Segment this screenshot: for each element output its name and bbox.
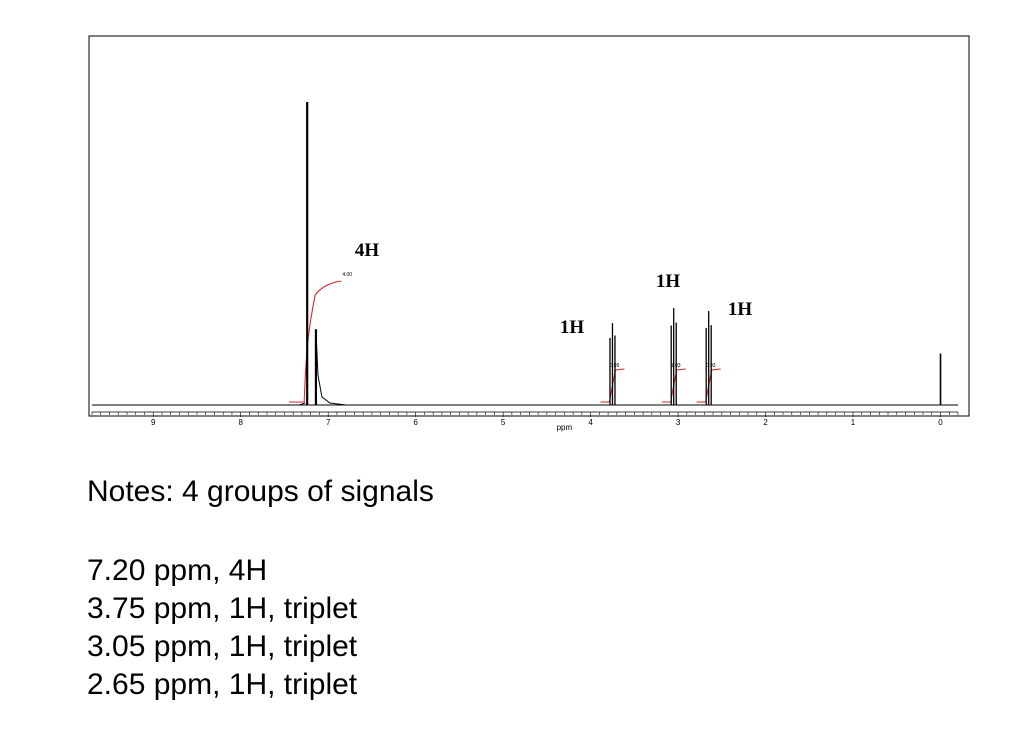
notes-panel: Notes: 4 groups of signals 7.20 ppm, 4H … xyxy=(87,472,434,704)
integral-value: 0.93 xyxy=(706,363,716,369)
x-tick-label: 6 xyxy=(413,418,418,427)
notes-title: Notes: 4 groups of signals xyxy=(87,475,434,508)
x-tick-label: 2 xyxy=(763,418,768,427)
x-tick-label: 1 xyxy=(851,418,856,427)
peak-2 xyxy=(609,323,616,405)
x-axis-title: ppm xyxy=(557,423,573,432)
peak-4 xyxy=(705,311,712,405)
x-tick-label: 7 xyxy=(326,418,331,427)
x-axis: 9 8 7 6 5 4 3 2 1 0 ppm xyxy=(91,411,959,432)
nmr-spectrum-chart: 9 8 7 6 5 4 3 2 1 0 ppm 4.00 0.99 1.03 0.93 4H 1H 1H 1H xyxy=(88,35,970,432)
peak-3 xyxy=(670,308,677,405)
integral-value: 1.03 xyxy=(671,363,681,369)
x-tick-label: 0 xyxy=(938,418,943,427)
x-tick-label: 3 xyxy=(676,418,681,427)
integral-curve-0 xyxy=(289,280,342,403)
notes-line-1: 7.20 ppm, 4H xyxy=(87,554,268,587)
notes-line-3: 3.05 ppm, 1H, triplet xyxy=(87,630,358,663)
notes-line-2: 3.75 ppm, 1H, triplet xyxy=(87,592,358,625)
x-tick-label: 9 xyxy=(151,418,156,427)
integral-curves xyxy=(289,280,721,403)
x-tick-label: 5 xyxy=(501,418,506,427)
x-tick-label: 8 xyxy=(238,418,243,427)
peak-proton-label: 1H xyxy=(560,317,585,338)
notes-line-4: 2.65 ppm, 1H, triplet xyxy=(87,668,358,701)
integral-value: 0.99 xyxy=(610,363,620,369)
peak-labels: 4.00 0.99 1.03 0.93 4H 1H 1H 1H xyxy=(342,240,752,369)
spectrum-trace xyxy=(92,102,958,406)
peak-proton-label: 4H xyxy=(355,240,380,261)
integral-value: 4.00 xyxy=(342,272,352,278)
x-tick-label: 4 xyxy=(588,418,593,427)
plot-frame xyxy=(88,35,970,417)
peak-proton-label: 1H xyxy=(656,271,681,292)
aromatic-shoulder xyxy=(299,329,346,406)
peak-proton-label: 1H xyxy=(728,299,753,320)
